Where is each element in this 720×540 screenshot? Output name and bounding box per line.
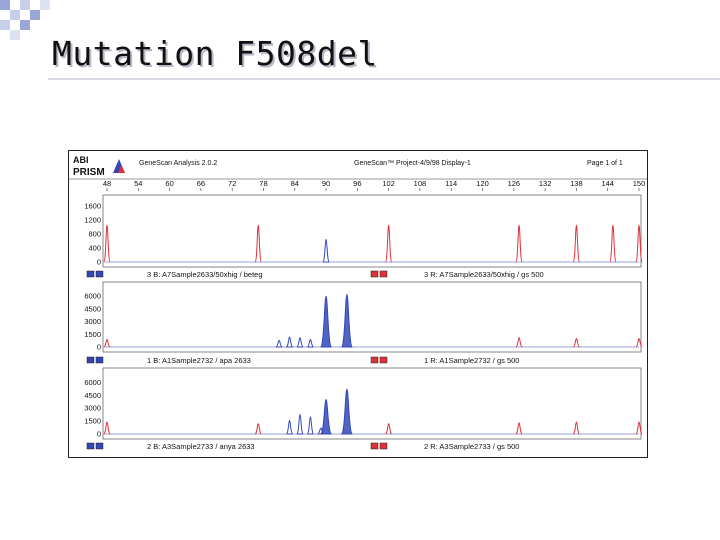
x-tick-label: 114 — [445, 179, 457, 188]
trace-panel-frame — [102, 194, 642, 268]
lane-color-swatch — [86, 270, 95, 278]
trace-panel-frame — [102, 367, 642, 440]
y-tick-label: 1200 — [84, 216, 101, 225]
red-trace-peak — [254, 224, 262, 263]
lane-color-swatch — [370, 442, 379, 450]
lane-color-swatch — [379, 270, 388, 278]
blue-trace-peak — [340, 388, 353, 435]
lane-color-swatch — [95, 270, 104, 278]
blue-trace-peak — [320, 295, 333, 348]
x-tick-label: 72 — [228, 179, 236, 188]
x-tick-label: 126 — [508, 179, 521, 188]
x-tick-label: 120 — [476, 179, 489, 188]
red-trace-peak — [103, 338, 111, 348]
blue-trace-peak — [296, 337, 304, 348]
blue-trace-peak — [285, 419, 294, 435]
project-name: GeneScan™ Project-4/9/98 Display-1 — [354, 160, 471, 167]
lane-label: 2 R: A3Sample2733 / gs 500 — [424, 442, 519, 451]
y-tick-label: 3000 — [84, 317, 101, 326]
x-tick-label: 66 — [197, 179, 205, 188]
page-indicator: Page 1 of 1 — [587, 160, 623, 167]
x-tick-label: 78 — [259, 179, 267, 188]
red-trace-peak — [515, 337, 523, 348]
lane-color-swatch — [86, 356, 95, 364]
blue-trace-peak — [340, 293, 353, 348]
lane-label: 1 B: A1Sample2732 / apa 2633 — [147, 356, 251, 365]
red-trace-peak — [103, 224, 111, 263]
lane-color-swatch — [370, 356, 379, 364]
red-trace-peak — [103, 421, 111, 435]
x-tick-label: 132 — [539, 179, 552, 188]
lane-label: 2 B: A3Sample2733 / anya 2633 — [147, 442, 255, 451]
y-tick-label: 4500 — [84, 391, 101, 400]
blue-trace-peak — [286, 336, 294, 348]
slide-title: Mutation F508del — [52, 34, 378, 73]
y-tick-label: 0 — [97, 258, 101, 267]
red-trace-peak — [384, 224, 393, 263]
red-trace-peak — [635, 224, 643, 263]
lane-color-swatch — [95, 442, 104, 450]
red-trace-peak — [635, 338, 643, 348]
red-trace-peak — [385, 423, 393, 435]
x-tick-label: 96 — [353, 179, 361, 188]
trace-panels: 1600 1200 800 400 0 3 B: A7Sample2633/50xhig … — [84, 194, 643, 451]
blue-trace-peak — [296, 413, 304, 435]
y-tick-label: 400 — [88, 244, 101, 253]
lane-color-swatch — [95, 356, 104, 364]
trace-panel-frame — [102, 281, 642, 353]
lane-color-swatch — [370, 270, 379, 278]
x-tick-label: 90 — [322, 179, 330, 188]
red-trace-peak — [254, 423, 262, 435]
logo-line-1: ABI — [73, 155, 89, 165]
x-tick-label: 144 — [601, 179, 614, 188]
y-tick-label: 1600 — [84, 202, 101, 211]
lane-label: 3 B: A7Sample2633/50xhig / beteg — [147, 270, 263, 279]
x-tick-label: 84 — [291, 179, 299, 188]
x-tick-label: 150 — [633, 179, 646, 188]
genescan-electropherogram: ABI PRISM GeneScan Analysis 2.0.2 GeneSc… — [68, 150, 648, 458]
x-tick-label: 60 — [165, 179, 173, 188]
y-tick-label: 6000 — [84, 292, 101, 301]
blue-trace-peak — [320, 399, 333, 435]
y-tick-label: 1500 — [84, 330, 101, 339]
red-trace-peak — [635, 421, 643, 435]
y-tick-label: 6000 — [84, 378, 101, 387]
lane-label: 3 R: A7Sample2633/50xhig / gs 500 — [424, 270, 544, 279]
lane-color-swatch — [379, 356, 388, 364]
lane-label: 1 R: A1Sample2732 / gs 500 — [424, 356, 519, 365]
y-tick-label: 1500 — [84, 417, 101, 426]
red-trace-peak — [572, 421, 580, 435]
lane-color-swatch — [86, 442, 95, 450]
title-divider — [48, 78, 720, 80]
red-trace-peak — [515, 422, 523, 435]
y-tick-label: 4500 — [84, 304, 101, 313]
red-trace-peak — [515, 224, 523, 263]
logo-triangle-accent-icon — [118, 165, 125, 173]
software-version: GeneScan Analysis 2.0.2 — [139, 160, 217, 167]
x-axis-ticks: 48 54 60 66 72 78 84 90 96 102 108 114 120 126 132 138 1… — [103, 179, 645, 191]
y-tick-label: 3000 — [84, 404, 101, 413]
electropherogram-chart: ABI PRISM GeneScan Analysis 2.0.2 GeneSc… — [69, 155, 647, 451]
blue-trace-peak — [306, 416, 315, 435]
y-tick-label: 0 — [97, 430, 101, 439]
red-trace-peak — [609, 224, 617, 263]
x-tick-label: 102 — [382, 179, 395, 188]
red-trace-peak — [572, 338, 580, 348]
blue-trace-peak — [307, 338, 314, 348]
abi-prism-logo: ABI PRISM — [73, 155, 125, 178]
blue-trace-peak — [322, 238, 330, 263]
blue-trace-peak — [275, 339, 283, 348]
x-tick-label: 138 — [570, 179, 583, 188]
x-tick-label: 108 — [414, 179, 427, 188]
y-tick-label: 0 — [97, 343, 101, 352]
logo-line-2: PRISM — [73, 167, 105, 178]
checkered-corner-decoration — [0, 0, 50, 40]
y-tick-label: 800 — [88, 230, 101, 239]
x-tick-label: 48 — [103, 179, 111, 188]
x-tick-label: 54 — [134, 179, 142, 188]
lane-color-swatch — [379, 442, 388, 450]
red-trace-peak — [572, 224, 581, 263]
